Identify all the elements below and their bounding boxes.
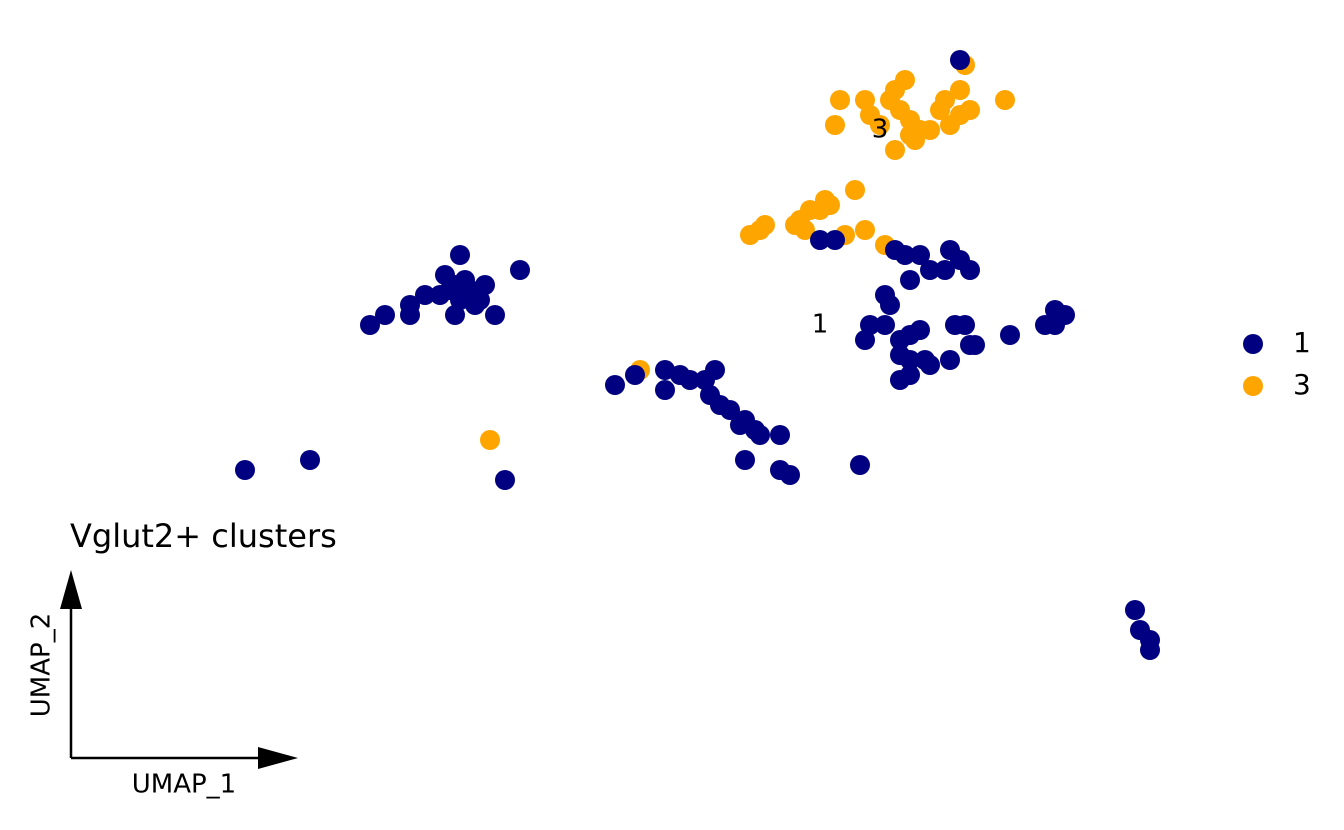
legend-marker [1243, 334, 1263, 354]
point [510, 260, 530, 280]
point [965, 335, 985, 355]
point [870, 115, 890, 135]
point [605, 375, 625, 395]
point [825, 115, 845, 135]
point [735, 450, 755, 470]
y-axis-label: UMAP_2 [27, 613, 57, 717]
point [955, 315, 975, 335]
legend-label: 3 [1293, 368, 1311, 401]
point [890, 330, 910, 350]
point [360, 315, 380, 335]
point [830, 90, 850, 110]
point [950, 50, 970, 70]
point [720, 400, 740, 420]
cluster-label: 3 [872, 115, 889, 145]
point [910, 245, 930, 265]
point [705, 360, 725, 380]
cluster-label: 1 [812, 310, 829, 340]
y-arrowhead [60, 570, 82, 609]
x-arrowhead [258, 747, 298, 769]
point [450, 245, 470, 265]
point [825, 230, 845, 250]
point [750, 425, 770, 445]
point [935, 260, 955, 280]
point [235, 460, 255, 480]
point [485, 305, 505, 325]
point [780, 465, 800, 485]
point [655, 380, 675, 400]
legend-marker [1243, 376, 1263, 396]
point [445, 305, 465, 325]
point [755, 215, 775, 235]
point [440, 280, 460, 300]
point [900, 365, 920, 385]
point [415, 285, 435, 305]
point [875, 315, 895, 335]
point [895, 245, 915, 265]
point [935, 90, 955, 110]
point [1045, 300, 1065, 320]
point [375, 305, 395, 325]
point [680, 370, 700, 390]
point [900, 270, 920, 290]
point [950, 80, 970, 100]
legend-label: 1 [1293, 326, 1311, 359]
point [920, 355, 940, 375]
point [895, 70, 915, 90]
point [1125, 600, 1145, 620]
point [770, 425, 790, 445]
point [885, 140, 905, 160]
chart-title: Vglut2+ clusters [70, 517, 337, 555]
point [1140, 640, 1160, 660]
point [850, 455, 870, 475]
point [400, 305, 420, 325]
point [880, 295, 900, 315]
point [900, 125, 920, 145]
point [910, 320, 930, 340]
point [960, 100, 980, 120]
point [455, 270, 475, 290]
point [845, 180, 865, 200]
point [995, 90, 1015, 110]
point [950, 250, 970, 270]
point [495, 470, 515, 490]
point [810, 200, 830, 220]
point [855, 330, 875, 350]
point [625, 365, 645, 385]
point [300, 450, 320, 470]
point [920, 120, 940, 140]
point [855, 220, 875, 240]
point [1000, 325, 1020, 345]
point [940, 350, 960, 370]
point [810, 230, 830, 250]
point [900, 350, 920, 370]
x-axis-label: UMAP_1 [132, 770, 236, 800]
point [470, 290, 490, 310]
point [920, 260, 940, 280]
point [480, 430, 500, 450]
point [795, 220, 815, 240]
